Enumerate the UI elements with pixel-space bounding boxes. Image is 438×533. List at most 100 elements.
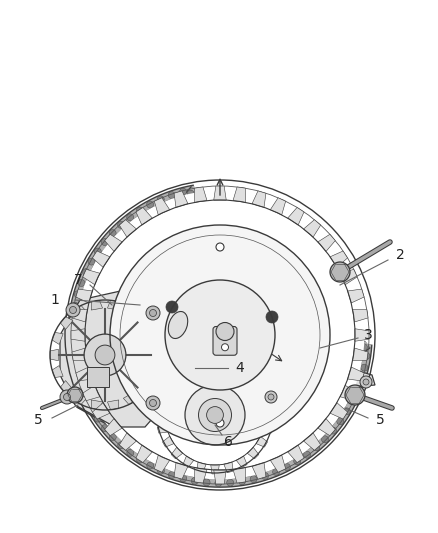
Polygon shape bbox=[288, 207, 304, 225]
Circle shape bbox=[238, 478, 245, 485]
Circle shape bbox=[124, 428, 131, 435]
Circle shape bbox=[156, 349, 163, 356]
Polygon shape bbox=[72, 348, 88, 360]
Polygon shape bbox=[124, 305, 136, 318]
Circle shape bbox=[144, 317, 151, 324]
Polygon shape bbox=[137, 381, 150, 393]
Circle shape bbox=[178, 364, 185, 371]
Circle shape bbox=[78, 279, 85, 286]
Circle shape bbox=[146, 306, 160, 320]
Circle shape bbox=[168, 191, 175, 199]
Circle shape bbox=[91, 409, 98, 416]
Circle shape bbox=[363, 379, 369, 385]
Circle shape bbox=[159, 437, 166, 445]
Polygon shape bbox=[340, 269, 357, 285]
Polygon shape bbox=[214, 186, 226, 200]
Circle shape bbox=[86, 404, 93, 411]
Circle shape bbox=[168, 454, 175, 461]
Circle shape bbox=[69, 326, 76, 333]
Polygon shape bbox=[71, 329, 85, 341]
Polygon shape bbox=[348, 289, 364, 303]
Circle shape bbox=[331, 367, 338, 374]
Circle shape bbox=[97, 406, 104, 414]
Circle shape bbox=[203, 479, 210, 486]
Polygon shape bbox=[270, 455, 286, 472]
Polygon shape bbox=[236, 362, 247, 374]
Circle shape bbox=[136, 309, 143, 316]
Circle shape bbox=[88, 258, 95, 265]
Polygon shape bbox=[147, 333, 158, 344]
Circle shape bbox=[102, 425, 109, 432]
Circle shape bbox=[185, 385, 245, 445]
Circle shape bbox=[360, 344, 367, 351]
Circle shape bbox=[147, 382, 154, 389]
Polygon shape bbox=[52, 366, 63, 377]
Circle shape bbox=[127, 449, 134, 456]
Polygon shape bbox=[262, 397, 273, 406]
Circle shape bbox=[113, 422, 120, 429]
Circle shape bbox=[60, 390, 74, 404]
Polygon shape bbox=[224, 462, 233, 473]
Circle shape bbox=[345, 385, 365, 405]
Circle shape bbox=[337, 418, 344, 425]
Circle shape bbox=[151, 327, 158, 334]
Circle shape bbox=[156, 360, 163, 367]
Circle shape bbox=[149, 400, 156, 407]
Circle shape bbox=[321, 374, 328, 381]
Polygon shape bbox=[224, 357, 233, 368]
Circle shape bbox=[160, 360, 269, 470]
Circle shape bbox=[102, 415, 109, 422]
Circle shape bbox=[153, 372, 160, 378]
Circle shape bbox=[117, 221, 124, 229]
Circle shape bbox=[131, 398, 138, 405]
Circle shape bbox=[66, 303, 80, 317]
Circle shape bbox=[157, 391, 164, 398]
FancyBboxPatch shape bbox=[87, 367, 109, 387]
Circle shape bbox=[187, 190, 194, 197]
Polygon shape bbox=[256, 383, 268, 394]
Circle shape bbox=[200, 354, 207, 362]
Circle shape bbox=[266, 392, 273, 399]
Circle shape bbox=[118, 442, 125, 449]
Circle shape bbox=[216, 322, 234, 341]
Ellipse shape bbox=[168, 311, 188, 338]
Polygon shape bbox=[348, 367, 364, 381]
Circle shape bbox=[216, 243, 224, 251]
Circle shape bbox=[121, 265, 128, 272]
Circle shape bbox=[113, 274, 120, 281]
Polygon shape bbox=[119, 220, 136, 237]
Polygon shape bbox=[74, 305, 87, 318]
Polygon shape bbox=[174, 463, 188, 479]
Circle shape bbox=[174, 456, 181, 463]
Circle shape bbox=[84, 334, 126, 376]
Circle shape bbox=[94, 415, 101, 422]
Polygon shape bbox=[91, 400, 102, 410]
Circle shape bbox=[272, 469, 279, 475]
Circle shape bbox=[361, 364, 368, 371]
Polygon shape bbox=[147, 366, 158, 377]
Polygon shape bbox=[256, 436, 268, 447]
Circle shape bbox=[149, 310, 156, 317]
Circle shape bbox=[269, 403, 276, 410]
Polygon shape bbox=[72, 310, 88, 322]
Circle shape bbox=[302, 389, 309, 397]
Polygon shape bbox=[183, 456, 194, 467]
Circle shape bbox=[71, 302, 78, 309]
Circle shape bbox=[146, 441, 153, 448]
Polygon shape bbox=[136, 207, 152, 225]
Polygon shape bbox=[162, 436, 174, 447]
Circle shape bbox=[96, 293, 103, 300]
Circle shape bbox=[110, 225, 330, 445]
Polygon shape bbox=[83, 269, 100, 285]
Circle shape bbox=[75, 190, 364, 480]
Polygon shape bbox=[233, 467, 245, 483]
Polygon shape bbox=[60, 290, 160, 427]
Circle shape bbox=[207, 407, 223, 423]
Polygon shape bbox=[288, 445, 304, 463]
Circle shape bbox=[136, 207, 143, 214]
Circle shape bbox=[162, 381, 169, 388]
Circle shape bbox=[293, 397, 300, 404]
Circle shape bbox=[82, 269, 89, 276]
Polygon shape bbox=[171, 371, 183, 383]
Circle shape bbox=[341, 359, 348, 366]
